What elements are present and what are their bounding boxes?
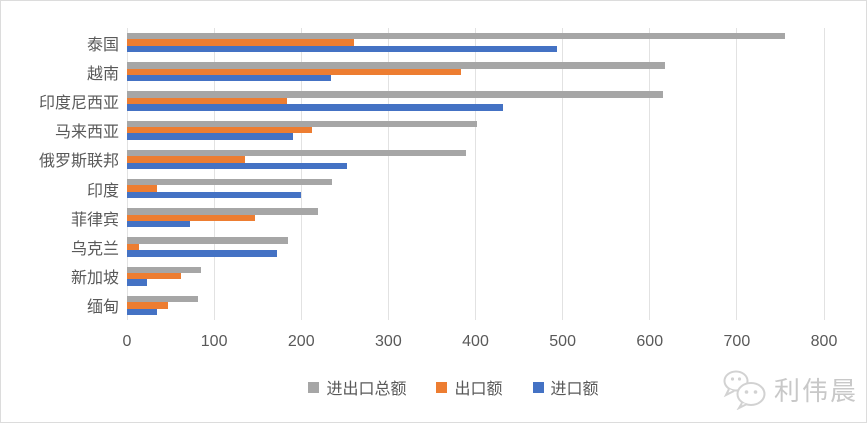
legend-item: 进出口总额: [308, 375, 406, 399]
legend-label: 进出口总额: [326, 381, 407, 398]
category-label: 缅甸: [86, 299, 119, 317]
x-tick-label: 0: [122, 333, 132, 350]
gridline: [387, 28, 389, 320]
gridline: [823, 28, 825, 320]
gridline: [475, 28, 476, 320]
bar: [127, 156, 245, 163]
category-label: 新加坡: [70, 270, 119, 288]
category-axis: 泰国越南印度尼西亚马来西亚俄罗斯联邦印度菲律宾乌克兰新加坡缅甸: [1, 28, 119, 320]
bar: [127, 162, 348, 169]
category-label: 印度: [86, 182, 119, 200]
bar: [127, 221, 190, 228]
bar: [127, 120, 478, 128]
gridline: [300, 28, 302, 320]
category-label: 马来西亚: [54, 124, 119, 142]
bar: [127, 149, 466, 157]
bar: [127, 237, 289, 244]
legend-item: 进口额: [532, 375, 599, 399]
bar-group: [127, 232, 824, 261]
gridline: [736, 28, 738, 320]
legend: 进出口总额 出口额 进口额: [41, 375, 866, 399]
category-label: 泰国: [86, 36, 119, 54]
bar-group: [127, 145, 824, 174]
bar: [127, 266, 202, 274]
gridline: [649, 28, 651, 320]
watermark: 利伟晨: [722, 368, 858, 410]
bar-group: [127, 291, 824, 320]
bars-layer: [127, 28, 824, 320]
category-label: 印度尼西亚: [38, 95, 119, 112]
bar-group: [127, 28, 824, 57]
gridline: [126, 28, 128, 320]
bar-group: [127, 57, 824, 86]
bar: [127, 104, 503, 111]
x-axis: 0 100 200 300 400 500 600 700 800: [123, 333, 838, 353]
x-tick-label: 500: [549, 333, 576, 350]
bar-group: [127, 86, 824, 115]
legend-swatch: [532, 381, 544, 393]
bar: [127, 97, 288, 105]
bar: [127, 295, 198, 303]
bar-group: [127, 116, 824, 145]
bar: [127, 62, 665, 69]
gridline: [562, 28, 564, 320]
x-tick-label: 800: [810, 333, 838, 350]
bar: [127, 91, 663, 98]
x-tick-label: 100: [200, 333, 228, 350]
bar: [127, 39, 354, 46]
bar: [127, 208, 318, 215]
bar-group: [127, 262, 824, 291]
gridline: [213, 28, 215, 320]
category-label: 俄罗斯联邦: [38, 153, 119, 171]
x-tick-label: 600: [636, 333, 664, 350]
x-tick-label: 700: [723, 333, 751, 350]
legend-label: 进口额: [550, 381, 599, 398]
category-label: 越南: [86, 65, 119, 83]
bar: [127, 45, 558, 53]
bar: [127, 33, 785, 40]
x-tick-label: 300: [375, 333, 402, 350]
bar-group: [127, 174, 824, 203]
plot-area: [126, 28, 825, 320]
bar: [127, 185, 158, 192]
bar-group: [127, 203, 824, 232]
x-tick-label: 400: [462, 333, 489, 350]
bar: [127, 250, 277, 257]
bar: [127, 133, 293, 140]
category-label: 乌克兰: [70, 241, 119, 259]
bar: [127, 308, 157, 316]
bar: [127, 279, 148, 286]
bar: [127, 127, 312, 134]
bar: [127, 273, 182, 280]
wechat-logo-icon: [723, 370, 766, 410]
bar: [127, 302, 168, 309]
legend-swatch: [436, 381, 448, 393]
bar: [127, 214, 256, 222]
gridlines-layer: [126, 28, 825, 320]
watermark-text: 利伟晨: [773, 375, 858, 406]
bar: [127, 191, 302, 199]
bar: [127, 179, 332, 186]
bar: [127, 243, 140, 251]
category-label: 菲律宾: [70, 211, 119, 229]
legend-item: 出口额: [436, 375, 503, 399]
legend-label: 出口额: [454, 381, 503, 398]
bar: [127, 75, 331, 82]
legend-swatch: [308, 381, 320, 393]
bar: [127, 68, 461, 75]
x-tick-label: 200: [287, 333, 315, 350]
